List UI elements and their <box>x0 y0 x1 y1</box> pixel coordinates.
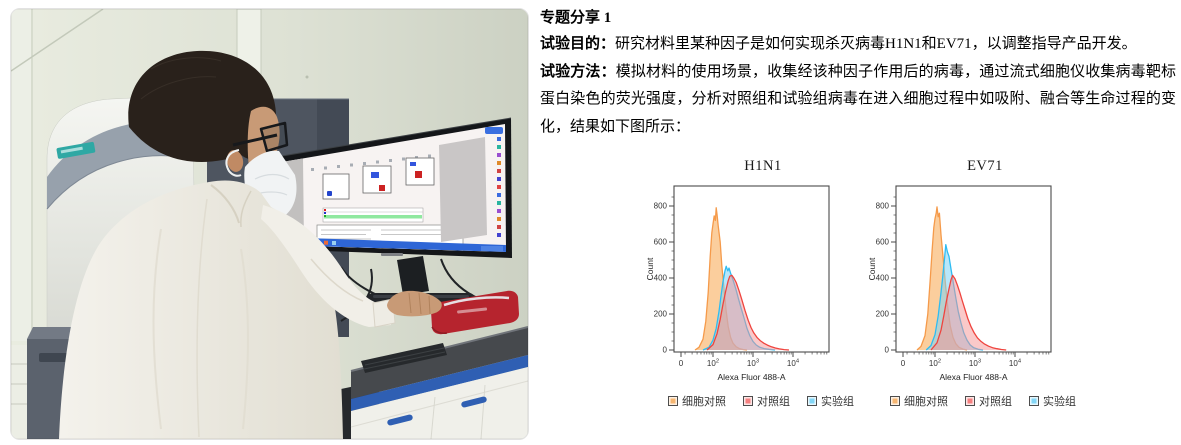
legend-item: 对照组 <box>965 393 1012 409</box>
monitor <box>269 117 512 306</box>
paragraph-purpose-text: 研究材料里某种因子是如何实现杀灭病毒H1N1和EV71，以调整指导产品开发。 <box>615 36 1137 52</box>
coat-sleeve <box>261 205 391 327</box>
legend-label: 细胞对照 <box>904 396 948 408</box>
photo-border <box>11 9 528 439</box>
legend-label: 对照组 <box>757 396 790 408</box>
y-tick-label: 200 <box>654 310 668 319</box>
chart-legend-h1n1: 细胞对照 对照组 实验组 <box>644 393 854 409</box>
legend-label: 实验组 <box>821 396 854 408</box>
legend-item: 实验组 <box>807 393 854 409</box>
y-tick-label: 600 <box>876 238 890 247</box>
y-tick-label: 800 <box>654 202 668 211</box>
x-tick-label: 104 <box>1009 359 1022 369</box>
hist-fill-control <box>931 275 1007 350</box>
x-axis-title: Alexa Fluor 488-A <box>939 372 1007 382</box>
hist-fill-cell-control <box>695 207 747 350</box>
screen-content <box>276 127 506 252</box>
legend-label: 细胞对照 <box>682 396 726 408</box>
monitor-brand <box>381 253 403 256</box>
legend-label: 实验组 <box>1043 396 1076 408</box>
paragraph-method-text: 模拟材料的使用场景，收集经该种因子作用后的病毒，通过流式细胞仪收集病毒靶标蛋白染… <box>540 63 1176 135</box>
y-axis-title: Count <box>867 257 877 280</box>
x-axis-title: Alexa Fluor 488-A <box>717 372 785 382</box>
hist-fill-control <box>707 275 789 350</box>
legend-item: 细胞对照 <box>668 393 726 409</box>
legend-swatch <box>807 396 817 406</box>
paragraph-method-label: 试验方法： <box>540 63 616 80</box>
x-tick-label: 104 <box>787 359 800 369</box>
glasses-temple <box>232 133 278 147</box>
legend-item: 对照组 <box>743 393 790 409</box>
legend-swatch <box>890 396 900 406</box>
x-tick-label: 102 <box>707 359 719 369</box>
door-edge <box>11 9 31 341</box>
x-tick-label: 0 <box>901 359 906 368</box>
plot-frame <box>673 185 830 353</box>
series-area <box>694 207 790 351</box>
hand <box>387 290 442 317</box>
screen-side-panel <box>439 137 487 242</box>
mouse-pad <box>431 290 519 335</box>
drawer-handle <box>387 414 413 426</box>
legend-item: 实验组 <box>1029 393 1076 409</box>
instrument-label <box>56 141 96 159</box>
screen-button <box>485 127 503 134</box>
figure-h1n1: H1N1 0 200 400 600 800 0 102 103 104 Count Alexa F… <box>644 158 854 409</box>
lab-photo-illustration <box>11 9 528 439</box>
ear <box>226 150 244 172</box>
chart-title-h1n1: H1N1 <box>744 158 782 174</box>
paragraph-purpose: 试验目的：研究材料里某种因子是如何实现杀灭病毒H1N1和EV71，以调整指导产品… <box>540 31 1176 59</box>
monitor-stand <box>397 256 429 295</box>
screen-worklist <box>322 207 424 223</box>
y-tick-label: 0 <box>663 346 668 355</box>
lab-photo <box>10 8 529 440</box>
legend-swatch <box>743 396 753 406</box>
toolbar-icons <box>311 154 431 171</box>
desk-blue-trim <box>351 355 528 411</box>
paragraph-purpose-label: 试验目的： <box>540 36 616 52</box>
wall-mark <box>305 75 309 79</box>
paragraph-method: 试验方法：模拟材料的使用场景，收集经该种因子作用后的病毒，通过流式细胞仪收集病毒… <box>540 59 1176 142</box>
flow-histogram-ev71: 0 200 400 600 800 0 102 103 104 Count Alexa Fluor … <box>867 185 1052 382</box>
hist-outline-control <box>930 274 1007 351</box>
lab-coat <box>59 180 343 439</box>
chart-legend-ev71: 细胞对照 对照组 实验组 <box>866 393 1076 409</box>
y-tick-label: 800 <box>876 202 890 211</box>
x-tick-label: 103 <box>969 359 981 369</box>
desk <box>350 326 528 439</box>
screen-plots <box>322 157 435 200</box>
drawer-handle <box>461 396 487 408</box>
y-tick-label: 0 <box>885 346 890 355</box>
keyboard <box>361 343 447 373</box>
series-area <box>916 206 1007 351</box>
figure-ev71: EV71 0 200 400 600 800 0 102 103 104 Count Alexa F… <box>866 158 1076 409</box>
legend-swatch <box>1029 396 1039 406</box>
plot-frame <box>895 185 1052 353</box>
y-tick-label: 400 <box>654 274 668 283</box>
mask-ear-loop <box>225 149 242 177</box>
legend-label: 对照组 <box>979 396 1012 408</box>
page-title: 专题分享 1 <box>540 10 612 26</box>
hist-outline-control <box>706 274 790 351</box>
legend-swatch <box>668 396 678 406</box>
y-axis-title: Count <box>645 257 655 280</box>
person <box>59 50 442 439</box>
article: 专题分享 1 试验目的：研究材料里某种因子是如何实现杀灭病毒H1N1和EV71，… <box>540 5 1176 141</box>
x-tick-label: 103 <box>747 359 759 369</box>
x-tick-label: 0 <box>679 359 684 368</box>
x-tick-label: 102 <box>929 359 941 369</box>
hair <box>128 50 277 165</box>
glasses-lens <box>259 121 289 153</box>
y-tick-label: 600 <box>654 238 668 247</box>
legend-swatch <box>965 396 975 406</box>
flow-histogram-h1n1: 0 200 400 600 800 0 102 103 104 Count Alexa Fluor … <box>645 185 830 382</box>
chart-title-ev71: EV71 <box>967 158 1003 174</box>
wall-corner <box>11 9 104 72</box>
y-tick-label: 200 <box>876 310 890 319</box>
y-tick-label: 400 <box>876 274 890 283</box>
legend-item: 细胞对照 <box>890 393 948 409</box>
